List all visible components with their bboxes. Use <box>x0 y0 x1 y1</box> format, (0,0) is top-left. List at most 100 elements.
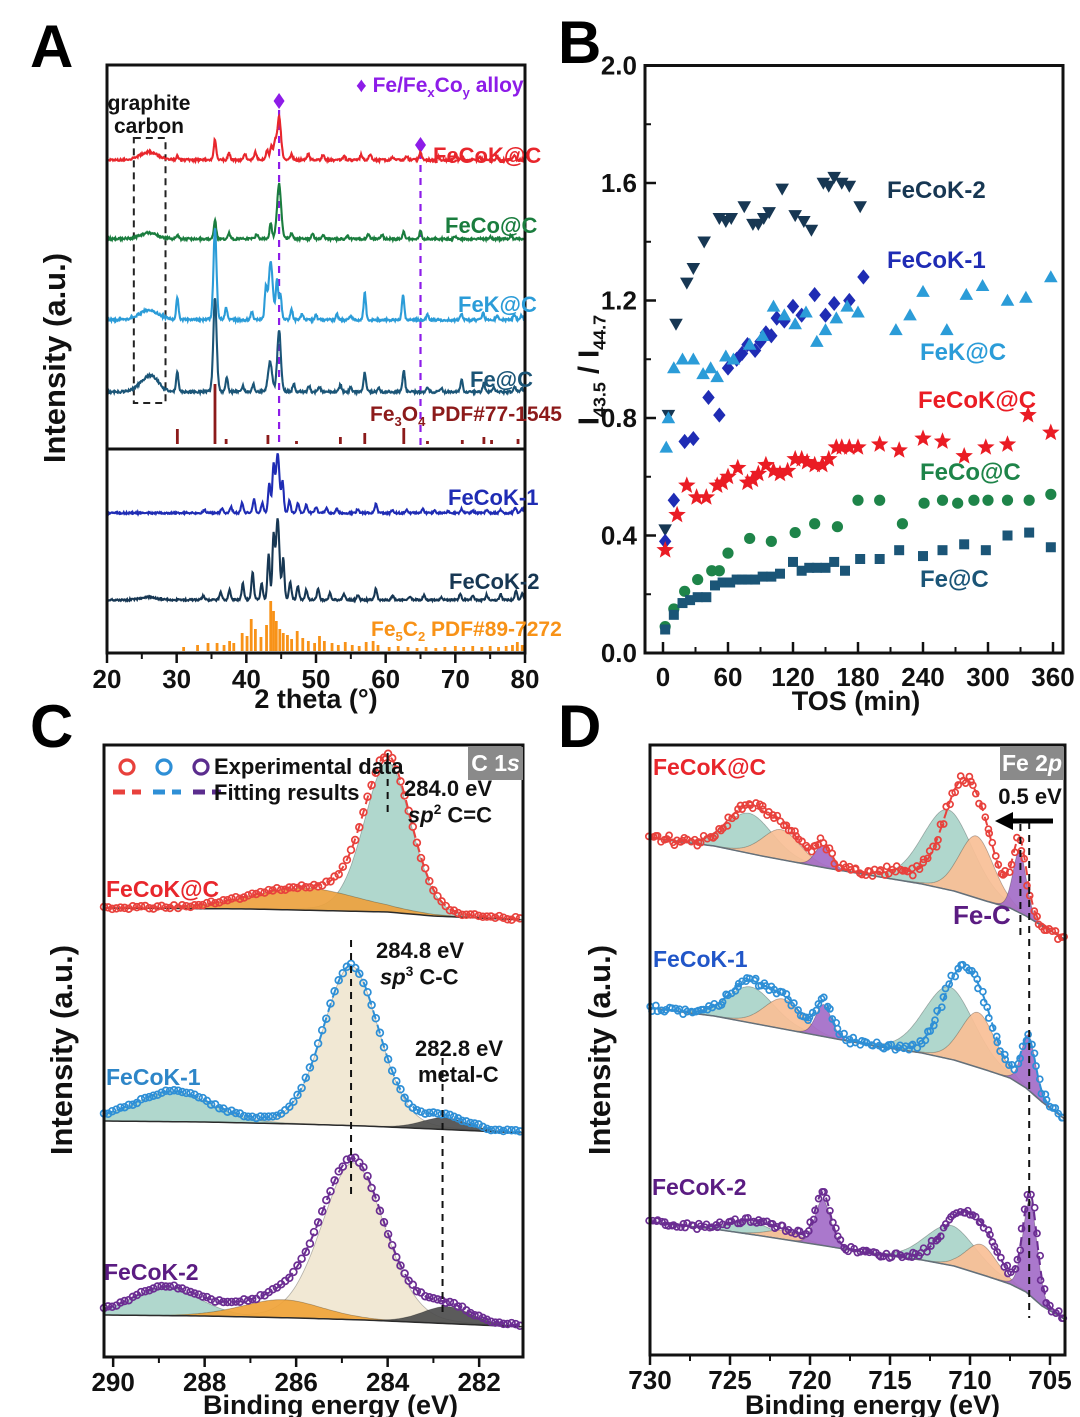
exp-point <box>173 1284 183 1293</box>
exp-point <box>227 1297 236 1307</box>
exp-point <box>309 1227 319 1237</box>
tick-label: 0.4 <box>601 521 638 551</box>
data-point-star <box>778 461 797 479</box>
tick-label: 60 <box>714 662 743 692</box>
exp-point <box>449 1112 459 1122</box>
alloy-legend: ♦ Fe/FexCoy alloy <box>356 74 524 100</box>
panel-a-x-axis-title: 2 theta (°) <box>254 684 378 714</box>
data-point-circle <box>789 526 801 539</box>
exp-point <box>445 1297 455 1307</box>
exp-point <box>673 1006 682 1015</box>
exp-point <box>140 1286 150 1296</box>
exp-point <box>396 1085 405 1094</box>
data-point-triangle-up <box>675 352 690 365</box>
exp-point <box>206 1100 216 1109</box>
exp-point <box>470 1119 479 1128</box>
scatter-series-FeCo@C <box>659 488 1057 633</box>
exp-point <box>923 1247 931 1256</box>
exp-point <box>1040 1285 1049 1293</box>
tick-label: 300 <box>966 662 1009 692</box>
exp-point <box>758 801 767 810</box>
exp-point <box>177 901 187 910</box>
exp-point <box>338 969 348 978</box>
data-point-square <box>788 556 798 567</box>
exp-point <box>994 860 1003 869</box>
tick-label: 720 <box>788 1365 831 1395</box>
series-label-fekc: FeK@C <box>920 339 1007 366</box>
data-point-square <box>685 595 696 606</box>
exp-point <box>400 1093 409 1103</box>
exp-point <box>1016 1246 1025 1255</box>
exp-point <box>778 1221 787 1230</box>
fit-envelope <box>103 1157 522 1327</box>
exp-point <box>984 825 993 834</box>
exp-point <box>116 1103 125 1112</box>
exp-point <box>322 877 331 887</box>
exp-point <box>988 838 997 847</box>
exp-point <box>1018 1042 1027 1051</box>
exp-point <box>976 1218 985 1226</box>
tick-label: 710 <box>948 1365 991 1395</box>
exp-point <box>289 1097 298 1106</box>
exp-point <box>881 871 889 879</box>
data-point-triangle-down <box>724 213 739 226</box>
exp-point <box>718 998 727 1006</box>
exp-point <box>1020 854 1029 863</box>
data-point-circle <box>896 518 909 530</box>
exp-point <box>919 855 928 864</box>
data-point-star <box>687 488 706 505</box>
exp-point <box>1051 1104 1060 1112</box>
exp-point <box>779 821 788 830</box>
exp-point <box>194 1092 203 1102</box>
data-point-triangle-up <box>851 305 865 318</box>
data-point-square <box>742 574 753 585</box>
data-point-star <box>764 461 783 479</box>
spectrum-label-fecok2-d: FeCoK-2 <box>652 1174 747 1200</box>
data-point-triangle-up <box>686 352 701 365</box>
exp-point <box>759 1217 768 1226</box>
exp-point <box>231 1297 241 1306</box>
ylabel-sub: 44.7 <box>589 314 610 350</box>
exp-point <box>466 1118 475 1128</box>
exp-point <box>882 862 891 871</box>
exp-point <box>425 1108 434 1118</box>
exp-point <box>429 1108 438 1117</box>
tick-label: 282 <box>457 1367 500 1397</box>
data-point-square <box>937 545 948 556</box>
data-point-circle <box>831 521 844 533</box>
exp-point <box>194 1290 203 1299</box>
exp-point <box>923 854 932 863</box>
data-point-triangle-down <box>853 201 867 214</box>
tick-label: 120 <box>771 662 814 692</box>
exp-point <box>951 972 960 981</box>
exp-point <box>1001 1055 1010 1064</box>
exp-point <box>981 813 990 822</box>
exp-point <box>404 806 413 816</box>
exp-point <box>503 1319 512 1329</box>
exp-point <box>887 1040 896 1049</box>
exp-point <box>383 1055 393 1064</box>
exp-point <box>913 1044 922 1052</box>
exp-point <box>264 885 273 895</box>
exp-point <box>711 832 719 840</box>
data-point-star <box>914 429 932 446</box>
data-point-star <box>1019 405 1037 423</box>
exp-point <box>264 1112 273 1121</box>
curve-label-fekc: FeK@C <box>458 292 537 317</box>
data-point-triangle-up <box>818 323 833 336</box>
exp-point <box>363 792 372 801</box>
carbon-word: carbon <box>113 115 184 138</box>
exp-point <box>210 1297 220 1306</box>
exp-point <box>215 1104 224 1113</box>
tick-label: 360 <box>1031 662 1074 692</box>
graphite-carbon-box <box>132 137 167 404</box>
exp-point <box>412 1105 422 1115</box>
exp-point <box>396 777 405 786</box>
experimental-points-FeCoK-2 <box>645 1187 1068 1323</box>
exp-point <box>429 1294 438 1303</box>
exp-point <box>826 1005 834 1013</box>
data-point-square <box>874 554 885 564</box>
panel-d-ticks: 730 725 720 715 710 705 <box>628 1355 1072 1395</box>
exp-point <box>153 902 162 911</box>
